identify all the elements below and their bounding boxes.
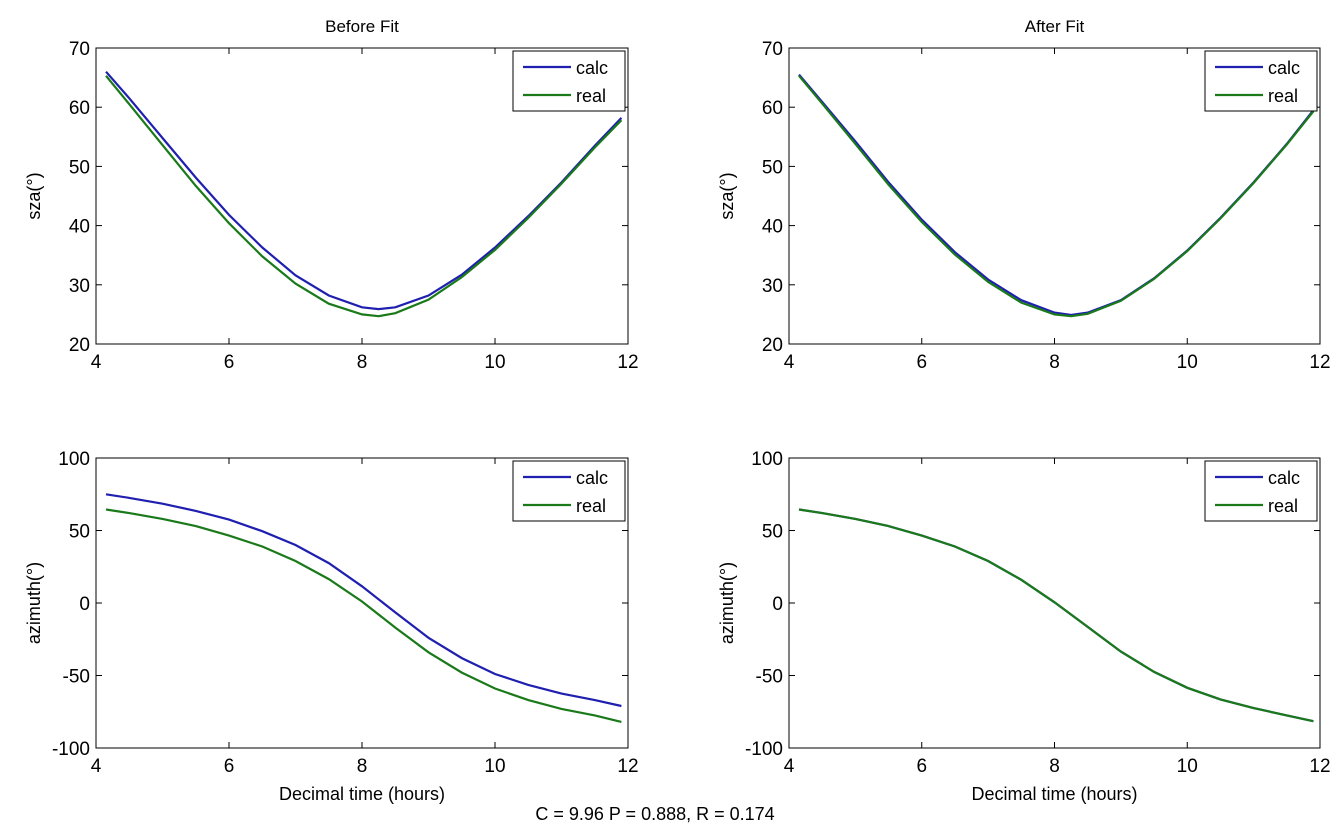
y-tick-label: 20: [762, 335, 783, 356]
x-tick-label: 6: [916, 756, 927, 777]
x-tick-label: 4: [91, 756, 102, 777]
y-tick-label: 50: [762, 157, 783, 178]
y-tick-label: 100: [751, 449, 783, 470]
x-tick-label: 8: [357, 352, 368, 373]
fit-parameters-caption: C = 9.96 P = 0.888, R = 0.174: [0, 804, 1330, 825]
y-tick-label: -50: [756, 667, 783, 688]
y-tick-label: 40: [762, 217, 783, 238]
x-tick-label: 10: [1177, 352, 1198, 373]
legend-box: [1204, 50, 1318, 112]
legend-label-real: real: [576, 496, 606, 516]
y-axis-label: sza(°): [717, 172, 737, 219]
x-tick-label: 12: [617, 756, 638, 777]
chart-panel-2: 4 6 8 10 12 20 30 40 50 60 70 After Fit sza(°) calc re…: [717, 17, 1330, 373]
x-tick-label: 6: [916, 352, 927, 373]
y-tick-label: -100: [52, 739, 90, 760]
x-tick-label: 6: [224, 756, 235, 777]
x-tick-label: 10: [1177, 756, 1198, 777]
series-line-calc: [105, 493, 622, 708]
x-tick-label: 12: [1309, 756, 1330, 777]
series-line-real: [105, 75, 623, 318]
legend: calc real: [1204, 460, 1318, 522]
x-tick-label: 4: [91, 352, 102, 373]
y-tick-label: 50: [69, 157, 90, 178]
y-tick-label: 50: [762, 522, 783, 543]
x-tick-label: 8: [1049, 352, 1060, 373]
legend-label-calc: calc: [1268, 468, 1300, 488]
y-axis-label: sza(°): [24, 172, 44, 219]
y-tick-label: 70: [69, 39, 90, 60]
legend-box: [1204, 460, 1318, 522]
y-axis-label: azimuth(°): [717, 562, 737, 644]
x-tick-label: 4: [784, 756, 795, 777]
series-line-real: [798, 75, 1315, 318]
legend-label-real: real: [576, 86, 606, 106]
x-tick-label: 10: [484, 756, 505, 777]
x-tick-label: 6: [224, 352, 235, 373]
series-line-real: [798, 508, 1314, 723]
y-tick-label: 30: [762, 276, 783, 297]
chart-title: After Fit: [1025, 17, 1085, 36]
series-line-real: [105, 508, 622, 723]
y-tick-label: 50: [69, 522, 90, 543]
legend-box: [512, 460, 626, 522]
legend-label-calc: calc: [576, 58, 608, 78]
y-tick-label: -50: [63, 667, 90, 688]
series-line-calc: [105, 70, 623, 311]
x-tick-label: 4: [784, 352, 795, 373]
y-tick-label: 30: [69, 276, 90, 297]
chart-panel-4: 4 6 8 10 12 -100 -50 0 50 100 Decimal time (hours)…: [717, 449, 1330, 804]
y-tick-label: -100: [745, 739, 783, 760]
x-tick-label: 10: [484, 352, 505, 373]
fit-parameters-text: C = 9.96 P = 0.888, R = 0.174: [535, 804, 775, 824]
y-tick-label: 0: [772, 594, 783, 615]
y-tick-label: 0: [79, 594, 90, 615]
legend-label-calc: calc: [1268, 58, 1300, 78]
y-tick-label: 20: [69, 335, 90, 356]
y-tick-label: 60: [69, 98, 90, 119]
legend-label-real: real: [1268, 86, 1298, 106]
x-tick-label: 8: [357, 756, 368, 777]
legend-label-real: real: [1268, 496, 1298, 516]
x-axis-label: Decimal time (hours): [279, 784, 445, 804]
y-tick-label: 100: [58, 449, 90, 470]
chart-panel-1: 4 6 8 10 12 20 30 40 50 60 70 Before Fit sza(°) calc r…: [24, 17, 639, 373]
x-tick-label: 12: [617, 352, 638, 373]
chart-title: Before Fit: [325, 17, 399, 36]
chart-panel-3: 4 6 8 10 12 -100 -50 0 50 100 Decimal time (hours)…: [24, 449, 639, 804]
y-tick-label: 60: [762, 98, 783, 119]
legend: calc real: [1204, 50, 1318, 112]
y-tick-label: 40: [69, 217, 90, 238]
x-tick-label: 12: [1309, 352, 1330, 373]
legend-box: [512, 50, 626, 112]
y-tick-label: 70: [762, 39, 783, 60]
legend: calc real: [512, 50, 626, 112]
legend: calc real: [512, 460, 626, 522]
y-axis-label: azimuth(°): [24, 562, 44, 644]
x-tick-label: 8: [1049, 756, 1060, 777]
legend-label-calc: calc: [576, 468, 608, 488]
x-axis-label: Decimal time (hours): [971, 784, 1137, 804]
